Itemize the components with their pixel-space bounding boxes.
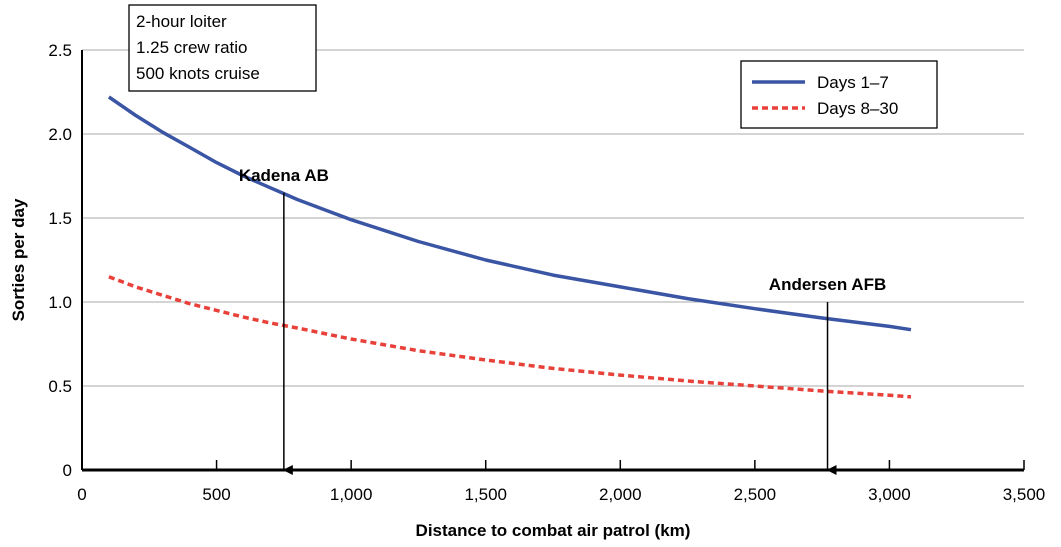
x-axis-title: Distance to combat air patrol (km) bbox=[416, 521, 691, 540]
series-line-2 bbox=[108, 275, 912, 399]
legend-label-days-1-7: Days 1–7 bbox=[817, 73, 889, 92]
series-line-1 bbox=[107, 95, 912, 332]
x-tick-labels: 0 500 1,000 1,500 2,000 2,500 3,000 3,500 bbox=[77, 460, 1045, 504]
legend: Days 1–7 Days 8–30 bbox=[740, 60, 938, 129]
x-tick-label: 3,000 bbox=[868, 485, 911, 504]
y-tick-label: 1.5 bbox=[48, 209, 72, 228]
x-tick-label: 500 bbox=[202, 485, 230, 504]
x-tick-label: 1,000 bbox=[330, 485, 373, 504]
note-line-2: 1.25 crew ratio bbox=[136, 38, 248, 57]
note-box-frame bbox=[128, 4, 317, 92]
annotation-label-1: Kadena AB bbox=[239, 166, 329, 185]
x-tick-label: 0 bbox=[77, 485, 86, 504]
y-tick-label: 0 bbox=[63, 461, 72, 480]
y-tick-label: 2.5 bbox=[48, 41, 72, 60]
note-box: 2-hour loiter 1.25 crew ratio 500 knots … bbox=[128, 4, 317, 92]
y-tick-label: 0.5 bbox=[48, 377, 72, 396]
legend-frame bbox=[740, 60, 938, 129]
y-axis-title: Sorties per day bbox=[9, 198, 28, 321]
note-line-3: 500 knots cruise bbox=[136, 64, 260, 83]
annotations: Kadena AB Andersen AFB bbox=[239, 166, 886, 475]
series-lines bbox=[107, 95, 912, 399]
y-tick-label: 1.0 bbox=[48, 293, 72, 312]
y-tick-label: 2.0 bbox=[48, 125, 72, 144]
x-tick-label: 2,000 bbox=[599, 485, 642, 504]
note-line-1: 2-hour loiter bbox=[136, 12, 227, 31]
axes bbox=[81, 50, 1024, 472]
x-tick-label: 1,500 bbox=[464, 485, 507, 504]
x-tick-label: 2,500 bbox=[734, 485, 777, 504]
annotation-label-2: Andersen AFB bbox=[769, 275, 886, 294]
y-tick-labels: 0 0.5 1.0 1.5 2.0 2.5 bbox=[48, 41, 72, 480]
x-tick-label: 3,500 bbox=[1003, 485, 1046, 504]
legend-label-days-8-30: Days 8–30 bbox=[817, 99, 898, 118]
